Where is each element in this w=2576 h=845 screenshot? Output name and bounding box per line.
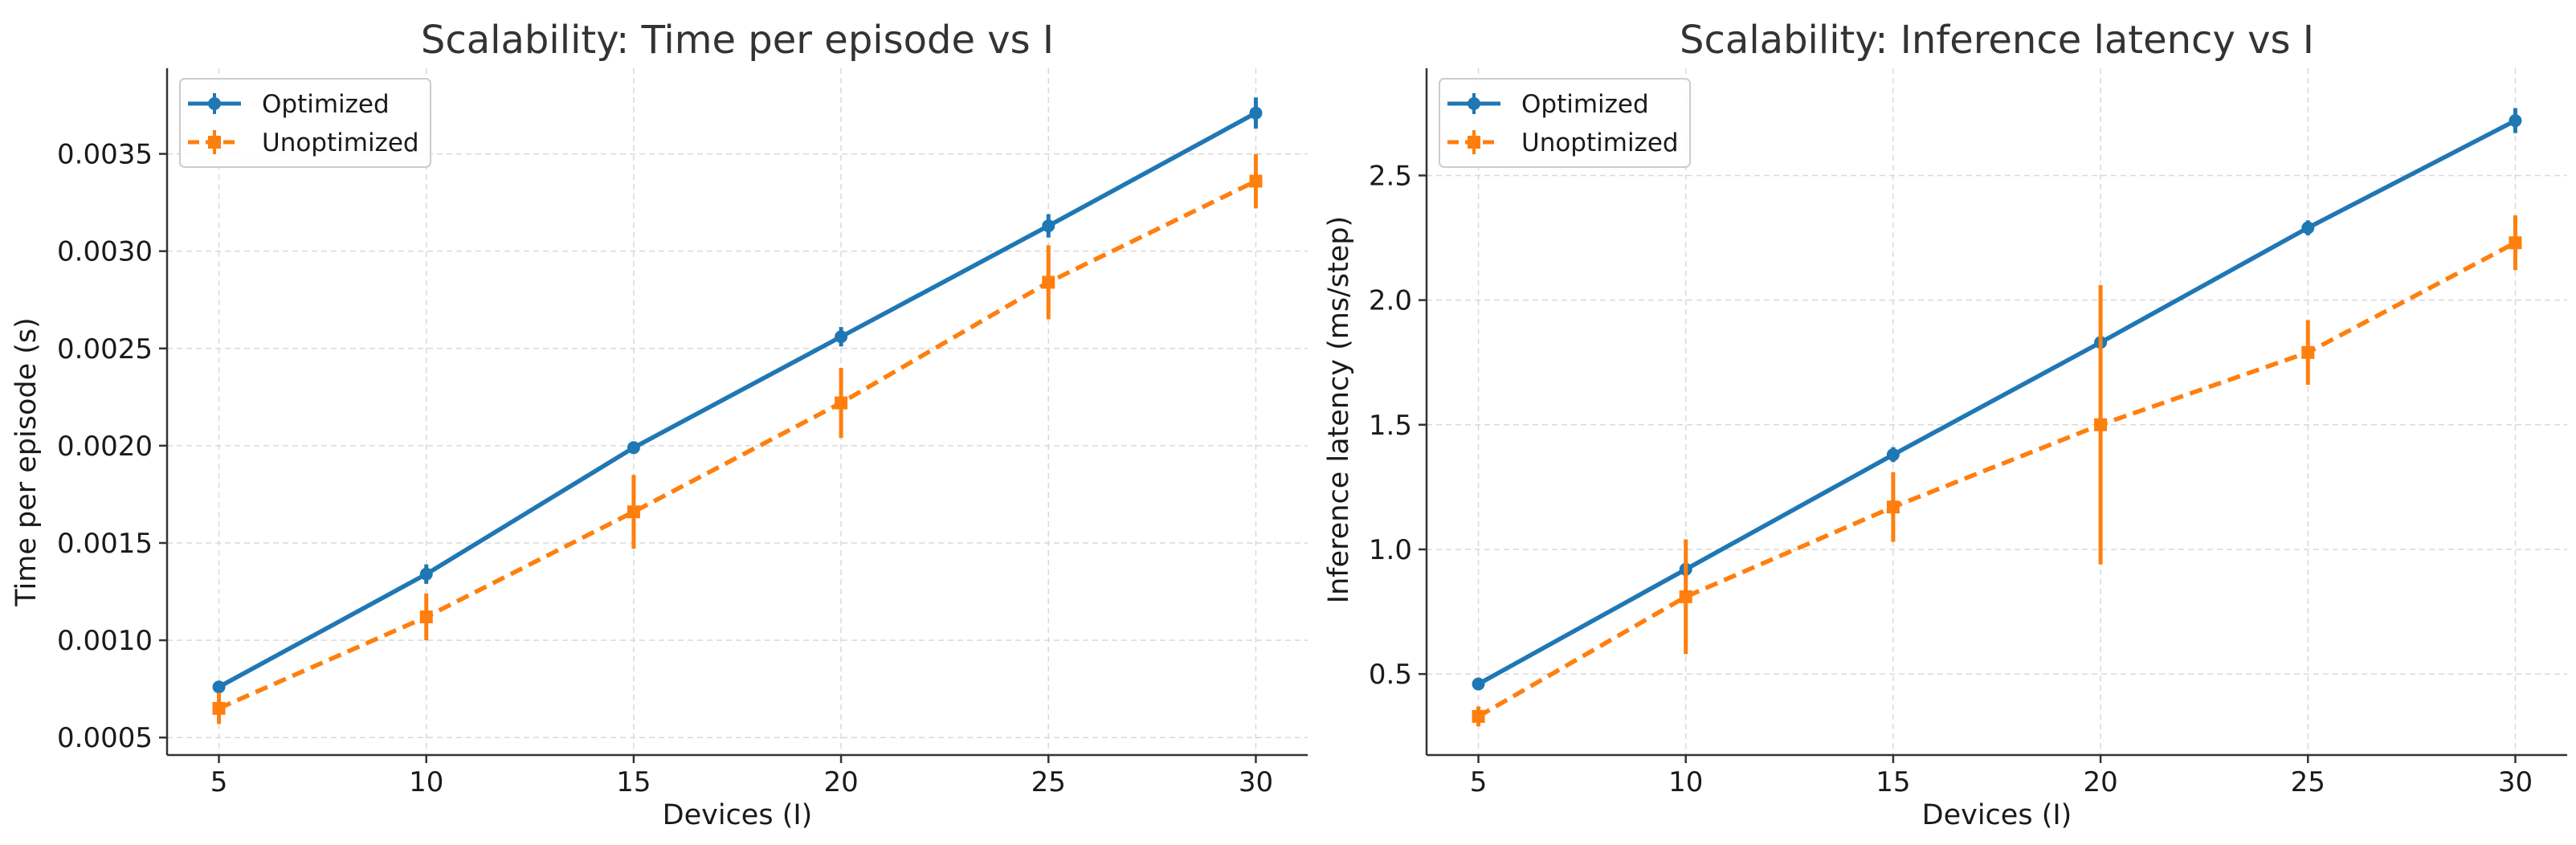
legend-label-optimized: Optimized	[1521, 90, 1649, 119]
data-point	[212, 701, 226, 715]
x-tick-label: 10	[409, 766, 443, 798]
legend: Optimized Unoptimized	[179, 78, 431, 168]
legend-frame	[179, 78, 431, 168]
chart-title: Scalability: Inference latency vs I	[1680, 18, 2314, 63]
data-point	[1042, 219, 1055, 233]
y-tick-label: 0.0015	[57, 528, 153, 560]
y-tick-label: 1.0	[1369, 534, 1412, 566]
data-point	[2301, 345, 2315, 359]
y-tick-label: 0.0025	[57, 333, 153, 365]
legend-label-unoptimized: Unoptimized	[1521, 129, 1679, 157]
data-point	[2509, 114, 2522, 128]
chart-title: Scalability: Time per episode vs I	[421, 18, 1054, 63]
data-point	[2509, 236, 2522, 250]
series-line-unoptimized	[1477, 240, 2517, 719]
y-tick-label: 1.5	[1369, 410, 1412, 442]
series-optimized	[1472, 108, 2522, 691]
grid	[1427, 68, 2567, 755]
grid	[167, 68, 1308, 755]
series-optimized	[212, 97, 1263, 694]
x-tick-label: 15	[616, 766, 651, 798]
ticks: 5 10 15 20 25 30 0.0005 0.0010 0.0015 0.0020 0.002…	[57, 139, 1273, 798]
data-point	[835, 330, 848, 344]
y-tick-label: 0.0035	[57, 139, 153, 171]
y-tick-label: 2.5	[1369, 160, 1412, 192]
x-tick-label: 25	[1031, 766, 1066, 798]
series-unoptimized	[212, 153, 1263, 725]
y-axis-label: Time per episode (s)	[10, 317, 43, 607]
x-tick-label: 5	[1470, 766, 1488, 798]
x-axis-label: Devices (I)	[663, 799, 813, 831]
data-point	[1679, 590, 1692, 603]
data-point	[835, 396, 848, 410]
series-layer	[212, 97, 1263, 725]
y-tick-label: 0.5	[1369, 659, 1412, 691]
data-point	[419, 567, 433, 581]
x-tick-label: 25	[2291, 766, 2325, 798]
series-line-optimized	[218, 111, 1257, 689]
legend-frame	[1439, 78, 1691, 168]
chart-right: Scalability: Inference latency vs I Devi…	[1323, 18, 2567, 831]
y-tick-label: 0.0030	[57, 236, 153, 268]
y-axis-label: Inference latency (ms/step)	[1323, 216, 1355, 603]
x-tick-label: 30	[2498, 766, 2533, 798]
x-tick-label: 15	[1876, 766, 1910, 798]
series-layer	[1472, 108, 2522, 727]
data-point	[627, 441, 640, 455]
x-axis-label: Devices (I)	[1922, 799, 2072, 831]
x-tick-label: 10	[1668, 766, 1703, 798]
x-tick-label: 5	[210, 766, 228, 798]
data-point	[1886, 448, 1900, 462]
data-point	[1472, 677, 1485, 691]
ticks: 5 10 15 20 25 30 0.5 1.0 1.5 2.0 2.5	[1369, 160, 2533, 798]
series-line-optimized	[1477, 118, 2517, 686]
data-point	[1249, 106, 1263, 120]
legend-label-optimized: Optimized	[262, 90, 390, 119]
data-point	[1042, 276, 1055, 289]
x-tick-label: 20	[2083, 766, 2117, 798]
series-unoptimized	[1472, 215, 2522, 727]
legend-label-unoptimized: Unoptimized	[262, 129, 419, 157]
data-point	[212, 680, 226, 694]
data-point	[2094, 418, 2108, 431]
data-point	[1249, 174, 1263, 188]
data-point	[1472, 709, 1485, 723]
y-tick-label: 2.0	[1369, 285, 1412, 317]
y-tick-label: 0.0005	[57, 722, 153, 754]
x-tick-label: 20	[823, 766, 858, 798]
chart-left: Scalability: Time per episode vs I Devic…	[10, 18, 1308, 831]
x-tick-label: 30	[1239, 766, 1273, 798]
y-tick-label: 0.0020	[57, 431, 153, 463]
y-tick-label: 0.0010	[57, 625, 153, 657]
series-line-unoptimized	[218, 179, 1257, 711]
legend: Optimized Unoptimized	[1439, 78, 1691, 168]
data-point	[419, 610, 433, 624]
data-point	[2301, 221, 2315, 235]
data-point	[1886, 500, 1900, 514]
data-point	[627, 505, 640, 519]
